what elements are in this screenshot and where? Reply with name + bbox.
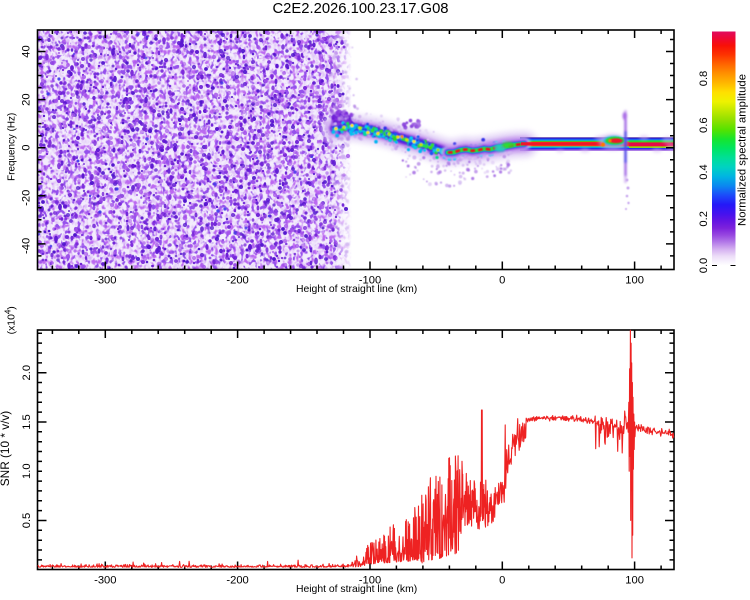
svg-text:-300: -300 [94, 275, 116, 287]
svg-text:Height of straight line (km): Height of straight line (km) [296, 584, 417, 595]
svg-text:0.2: 0.2 [698, 211, 710, 227]
svg-text:0: 0 [21, 145, 33, 151]
svg-text:100: 100 [625, 275, 644, 287]
svg-text:Normalized spectral amplitude: Normalized spectral amplitude [737, 74, 749, 226]
svg-text:1.5: 1.5 [21, 414, 33, 430]
svg-text:-20: -20 [21, 190, 33, 206]
svg-text:2.0: 2.0 [21, 365, 33, 381]
svg-text:0.4: 0.4 [698, 164, 710, 180]
svg-text:0: 0 [499, 575, 505, 587]
svg-text:-100: -100 [359, 575, 381, 587]
svg-text:1.0: 1.0 [21, 463, 33, 479]
svg-text:SNR (10 * v/v): SNR (10 * v/v) [0, 411, 12, 486]
svg-text:0.8: 0.8 [698, 71, 710, 87]
svg-text:(x104): (x104) [4, 306, 18, 334]
svg-text:0.6: 0.6 [698, 117, 710, 133]
svg-text:C2E2.2026.100.23.17.G08: C2E2.2026.100.23.17.G08 [272, 1, 448, 17]
svg-text:100: 100 [625, 575, 644, 587]
svg-text:-200: -200 [226, 575, 248, 587]
svg-text:Frequency (Hz): Frequency (Hz) [6, 113, 17, 181]
svg-text:-40: -40 [21, 238, 33, 254]
svg-text:-300: -300 [94, 575, 116, 587]
svg-text:Height of straight line (km): Height of straight line (km) [296, 284, 417, 295]
svg-text:0.5: 0.5 [21, 513, 33, 529]
svg-text:20: 20 [21, 93, 33, 105]
svg-text:40: 40 [21, 45, 33, 57]
svg-text:-200: -200 [226, 275, 248, 287]
svg-text:-100: -100 [359, 275, 381, 287]
svg-text:0.0: 0.0 [698, 258, 710, 274]
svg-text:0: 0 [499, 275, 505, 287]
